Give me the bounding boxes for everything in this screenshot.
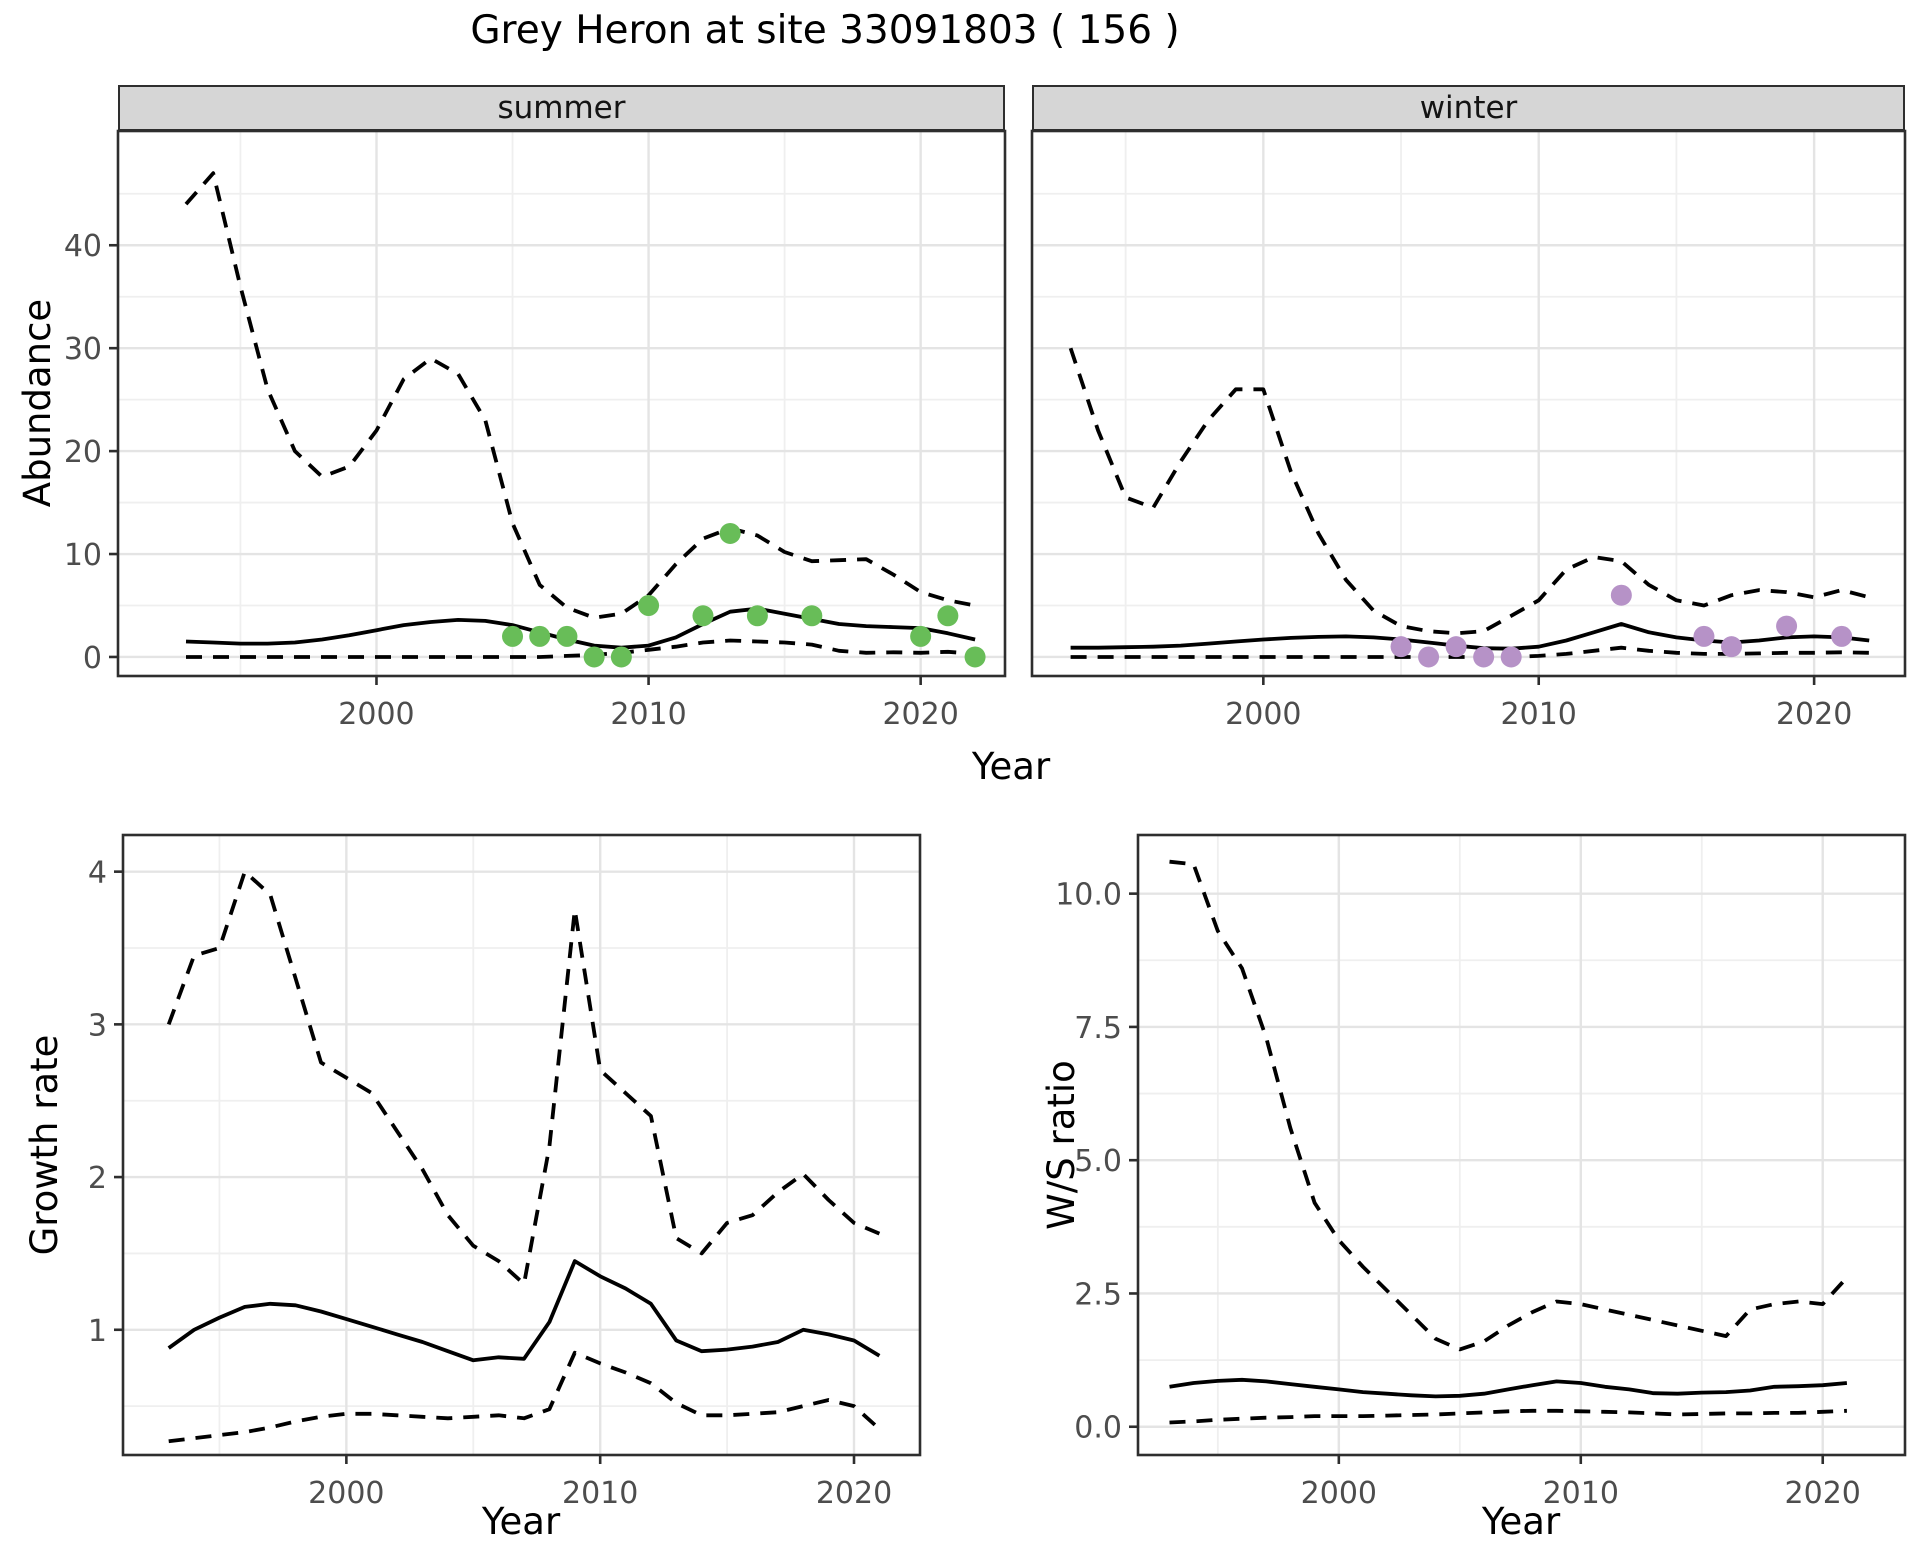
series-lower-ci — [168, 1350, 881, 1444]
series-fit — [1169, 1377, 1848, 1399]
series-fit — [167, 1259, 881, 1363]
y-tick-label: 10 — [64, 538, 102, 573]
x-axis-title-year-ws: Year — [1481, 1500, 1561, 1543]
data-point — [937, 605, 959, 627]
series-upper-ci — [184, 171, 976, 620]
x-tick-label: 2000 — [308, 1476, 384, 1511]
facet-label-winter: winter — [1419, 90, 1518, 126]
points-observed-counts — [1390, 584, 1853, 668]
data-point — [1693, 625, 1715, 647]
x-axis: 2000 2010 2020 — [1225, 676, 1852, 732]
gridlines — [1138, 835, 1905, 1455]
x-tick-label: 2000 — [1225, 697, 1301, 732]
data-point — [1721, 636, 1743, 658]
data-point — [1418, 646, 1440, 668]
data-point — [964, 646, 986, 668]
y-axis: 0 10 20 30 40 — [64, 229, 118, 676]
data-point — [719, 522, 741, 544]
series-lower-ci — [1169, 1408, 1847, 1425]
data-point — [692, 605, 714, 627]
panel-border — [1030, 129, 1907, 678]
data-point — [910, 625, 932, 647]
x-axis: 2000 2010 2020 — [1301, 1455, 1861, 1511]
series-lower-ci — [186, 638, 976, 659]
data-point — [610, 646, 632, 668]
gridlines — [123, 835, 920, 1455]
data-point — [502, 625, 524, 647]
series-lower-ci — [1070, 645, 1870, 659]
x-tick-label: 2020 — [882, 697, 958, 732]
y-tick-label: 4 — [88, 856, 107, 891]
data-point — [529, 625, 551, 647]
series-upper-ci — [1169, 859, 1849, 1352]
gridlines — [118, 131, 1005, 676]
x-tick-label: 2010 — [562, 1476, 638, 1511]
data-point — [1500, 646, 1522, 668]
x-axis-title-year-top: Year — [971, 745, 1051, 788]
x-tick-label: 2000 — [338, 697, 414, 732]
panel-growth-rate: 2000 2010 2020 1 2 3 4 — [88, 833, 922, 1511]
y-axis: 0.0 2.5 5.0 7.5 10.0 — [1055, 878, 1138, 1446]
y-axis: 1 2 3 4 — [88, 856, 123, 1349]
y-tick-label: 1 — [88, 1314, 107, 1349]
series-upper-ci — [166, 869, 881, 1286]
panel-border — [1136, 833, 1907, 1457]
gridlines — [1032, 131, 1905, 676]
data-point — [801, 605, 823, 627]
x-tick-label: 2010 — [1543, 1476, 1619, 1511]
panel-abundance-winter: 2000 2010 2020 — [1030, 129, 1907, 732]
panel-ws-ratio: 2000 2010 2020 0.0 2.5 5.0 7.5 10.0 — [1055, 833, 1907, 1511]
series-upper-ci — [1068, 347, 1870, 636]
series-lines — [1169, 859, 1849, 1425]
series-fit — [185, 606, 976, 650]
points-observed-counts — [502, 522, 986, 668]
x-axis: 2000 2010 2020 — [308, 1455, 892, 1511]
page-title: Grey Heron at site 33091803 ( 156 ) — [470, 8, 1180, 53]
data-point — [1776, 615, 1798, 637]
panel-border — [116, 129, 1007, 678]
data-point — [583, 646, 605, 668]
x-axis: 2000 2010 2020 — [338, 676, 959, 732]
series-fit — [1070, 622, 1870, 651]
x-axis-title-year-growth: Year — [481, 1500, 561, 1543]
data-point — [1831, 625, 1853, 647]
series-lines — [184, 171, 976, 659]
y-tick-label: 5.0 — [1074, 1144, 1122, 1179]
panel-border — [121, 833, 922, 1457]
panel-abundance-summer: 2000 2010 2020 0 10 20 30 40 — [64, 129, 1007, 732]
x-tick-label: 2010 — [1501, 697, 1577, 732]
x-tick-label: 2000 — [1301, 1476, 1377, 1511]
y-tick-label: 30 — [64, 332, 102, 367]
data-point — [1390, 636, 1412, 658]
data-point — [1445, 636, 1467, 658]
y-tick-label: 3 — [88, 1008, 107, 1043]
data-point — [746, 605, 768, 627]
x-tick-label: 2020 — [1776, 697, 1852, 732]
x-tick-label: 2020 — [1785, 1476, 1861, 1511]
x-tick-label: 2010 — [610, 697, 686, 732]
y-tick-label: 0 — [83, 641, 102, 676]
y-tick-label: 20 — [64, 435, 102, 470]
facet-label-summer: summer — [497, 90, 626, 126]
y-tick-label: 7.5 — [1074, 1011, 1122, 1046]
y-tick-label: 10.0 — [1055, 878, 1122, 913]
y-tick-label: 2.5 — [1074, 1277, 1122, 1312]
facet-strip-winter: winter — [1032, 85, 1905, 131]
series-lines — [166, 869, 881, 1444]
facet-strip-summer: summer — [118, 85, 1005, 131]
y-tick-label: 0.0 — [1074, 1411, 1122, 1446]
data-point — [1610, 584, 1632, 606]
data-point — [1473, 646, 1495, 668]
x-tick-label: 2020 — [816, 1476, 892, 1511]
data-point — [556, 625, 578, 647]
y-tick-label: 2 — [88, 1161, 107, 1196]
y-tick-label: 40 — [64, 229, 102, 264]
data-point — [638, 594, 660, 616]
